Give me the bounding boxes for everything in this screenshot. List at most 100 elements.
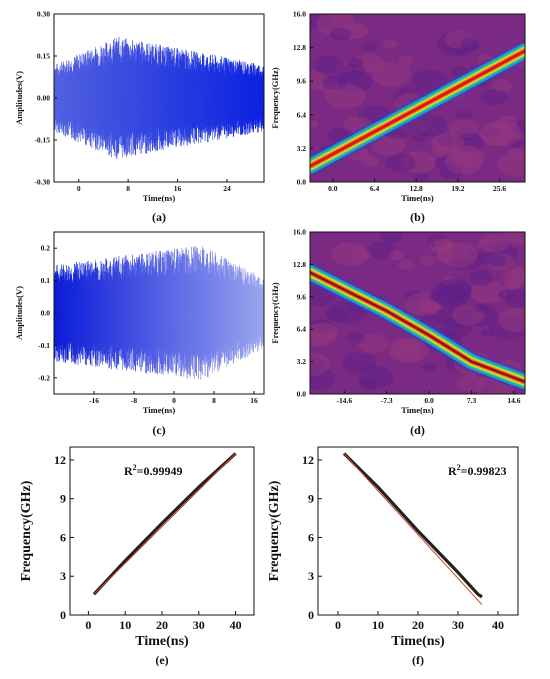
- noise-patch: [348, 57, 364, 68]
- y-tick-label: 0.1: [41, 276, 51, 285]
- noise-patch: [497, 289, 515, 301]
- panel-a: 0 8 16 24 -0.30 -0.15 0.00 0.15 0.30 Time(ns) Ampl…: [14, 10, 265, 224]
- noise-patch: [310, 319, 332, 334]
- noise-patch: [354, 249, 372, 261]
- ridge-core: [310, 271, 525, 383]
- noise-patch: [433, 285, 469, 308]
- noise-patch: [385, 153, 416, 173]
- y-tick-label: 3: [60, 569, 66, 583]
- x-tick-label: 30: [452, 618, 464, 632]
- noise-patch: [310, 325, 334, 347]
- noise-patch: [310, 367, 336, 391]
- y-axis-label: Amplitudes(V): [14, 286, 24, 340]
- noise-patch: [475, 304, 489, 313]
- x-tick-label: 0: [85, 618, 91, 632]
- noise-patch: [487, 253, 516, 271]
- y-tick-label: -0.1: [38, 341, 50, 350]
- x-tick-label: 0.0: [328, 184, 338, 193]
- y-tick-label: 0.30: [37, 10, 50, 19]
- x-axis-label: Time(ns): [143, 193, 176, 203]
- noise-patch: [398, 55, 414, 66]
- noise-patch: [436, 251, 456, 264]
- y-axis-label: Frequency(GHz): [270, 67, 280, 128]
- plot-frame: [309, 13, 526, 183]
- noise-patch: [362, 156, 379, 167]
- y-tick-label: 12: [302, 453, 314, 467]
- noise-patch: [358, 365, 394, 389]
- y-tick-label: 9.6: [297, 77, 307, 86]
- x-tick-label: 7.3: [467, 396, 477, 405]
- x-tick-label: 30: [193, 618, 205, 632]
- noise-patch: [341, 352, 376, 374]
- noise-patch: [313, 55, 344, 75]
- noise-patch: [480, 126, 498, 138]
- noise-patch: [431, 145, 449, 157]
- x-tick-label: 8: [126, 184, 130, 193]
- noise-patch: [480, 88, 508, 106]
- noise-patch: [310, 14, 334, 29]
- noise-patch: [455, 133, 485, 152]
- noise-patch: [476, 240, 496, 253]
- noise-patch: [310, 322, 339, 344]
- noise-patch: [503, 232, 525, 245]
- noise-patch: [439, 317, 474, 339]
- noise-patch: [371, 62, 412, 88]
- y-axis-label: Frequency(GHz): [267, 480, 282, 581]
- noise-patch: [426, 234, 447, 248]
- noise-patch: [346, 332, 365, 344]
- y-tick-label: 6: [308, 530, 314, 544]
- noise-patch: [310, 70, 328, 91]
- noise-patch: [480, 328, 495, 338]
- x-tick-label: -14.6: [336, 396, 352, 405]
- r2-annotation: R2=0.99823: [448, 463, 507, 478]
- y-axis-label: Amplitudes(V): [14, 71, 24, 125]
- x-tick-label: 14.6: [507, 396, 520, 405]
- noise-patch: [329, 27, 352, 41]
- measured-line: [342, 452, 483, 599]
- x-tick-label: 16: [250, 396, 258, 405]
- y-tick-label: 16.0: [293, 10, 306, 19]
- x-tick-label: 10: [372, 618, 384, 632]
- panel-caption: (a): [152, 210, 166, 224]
- fit-line: [93, 453, 236, 595]
- noise-patch: [319, 82, 336, 94]
- y-tick-label: 9.6: [297, 292, 307, 301]
- x-tick-label: 12.8: [410, 184, 423, 193]
- noise-patch: [418, 299, 441, 313]
- noise-patch: [448, 119, 479, 138]
- noise-patch: [455, 110, 473, 121]
- signal-trace: [54, 37, 264, 160]
- noise-patch: [392, 342, 420, 360]
- noise-patch: [455, 127, 477, 141]
- noise-patch: [437, 31, 478, 57]
- y-tick-label: 16.0: [293, 228, 306, 237]
- noise-patch: [510, 264, 525, 283]
- y-tick-label: 12.8: [293, 43, 306, 52]
- noise-patch: [428, 237, 453, 254]
- noise-patch: [442, 276, 457, 286]
- noise-patch: [449, 249, 483, 271]
- x-axis-label: Time(ns): [401, 193, 434, 203]
- noise-patch: [388, 250, 405, 261]
- x-tick-label: -8: [131, 396, 137, 405]
- x-tick-label: 0: [335, 618, 341, 632]
- y-tick-label: 12.8: [293, 260, 306, 269]
- panel-caption: (f): [412, 653, 424, 667]
- noise-patch: [330, 242, 369, 267]
- x-tick-label: 8: [212, 396, 216, 405]
- y-axis-label: Frequency(GHz): [270, 282, 280, 343]
- y-tick-label: 0.0: [297, 390, 307, 399]
- noise-patch: [469, 379, 496, 394]
- noise-patch: [508, 139, 524, 149]
- noise-patch: [437, 135, 455, 146]
- y-tick-label: 3.2: [297, 144, 307, 153]
- noise-patch: [457, 250, 471, 259]
- noise-patch: [411, 114, 448, 137]
- noise-patch: [338, 70, 374, 93]
- x-tick-label: -16: [89, 396, 99, 405]
- x-axis-label: Time(ns): [401, 405, 434, 415]
- noise-patch: [502, 269, 525, 288]
- panel-caption: (b): [410, 210, 425, 224]
- noise-patch: [382, 39, 398, 49]
